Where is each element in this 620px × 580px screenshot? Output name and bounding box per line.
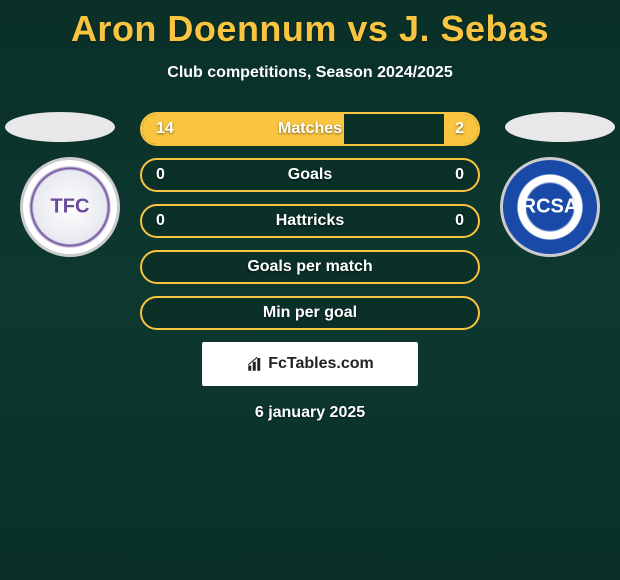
stat-label: Matches (142, 114, 478, 144)
watermark: FcTables.com (202, 342, 418, 386)
watermark-text: FcTables.com (268, 355, 374, 373)
stat-label: Hattricks (142, 206, 478, 236)
stats-bars: 14 Matches 2 0 Goals 0 0 Hattricks 0 Goa… (140, 112, 480, 330)
stat-row: Min per goal (140, 296, 480, 330)
stat-value-right: 2 (455, 114, 464, 144)
subtitle: Club competitions, Season 2024/2025 (0, 64, 620, 82)
stat-label: Goals per match (142, 252, 478, 282)
club-badge-left: TFC (20, 157, 120, 257)
chart-icon (246, 355, 264, 373)
club-abbr-right: RCSA (522, 196, 579, 219)
club-abbr-left: TFC (51, 196, 90, 219)
stat-label: Goals (142, 160, 478, 190)
stat-row: Goals per match (140, 250, 480, 284)
stat-value-right: 0 (455, 160, 464, 190)
player-photo-right (505, 112, 615, 142)
player-photo-left (5, 112, 115, 142)
stat-row: 14 Matches 2 (140, 112, 480, 146)
comparison-panel: TFC RCSA 14 Matches 2 0 Goals 0 0 Hattri… (0, 112, 620, 422)
stat-row: 0 Hattricks 0 (140, 204, 480, 238)
stat-value-right: 0 (455, 206, 464, 236)
page-title: Aron Doennum vs J. Sebas (0, 0, 620, 50)
date-label: 6 january 2025 (0, 404, 620, 422)
stat-label: Min per goal (142, 298, 478, 328)
club-badge-right: RCSA (500, 157, 600, 257)
stat-row: 0 Goals 0 (140, 158, 480, 192)
